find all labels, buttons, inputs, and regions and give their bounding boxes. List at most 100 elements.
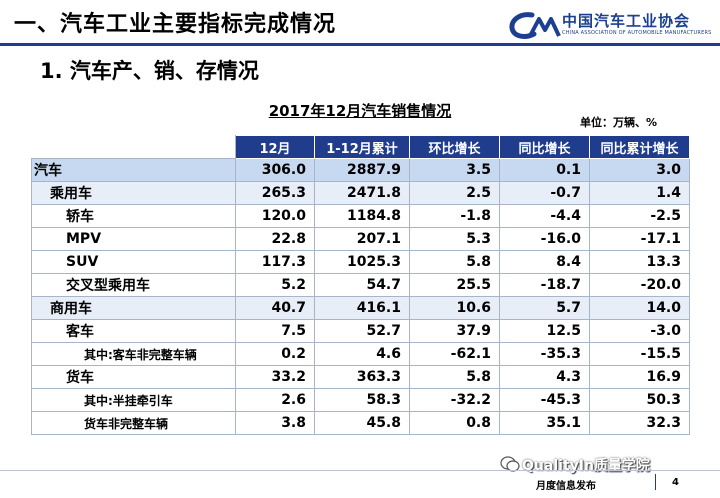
page-title: 一、汽车工业主要指标完成情况 — [14, 12, 337, 37]
logo-name: 中国汽车工业协会 — [562, 12, 691, 30]
column-header-yoy-cumulative-growth: 同比累计增长 — [589, 135, 690, 159]
logo-subtitle: CHINA ASSOCIATION OF AUTOMOBILE MANUFACT… — [562, 30, 712, 36]
row-label: 其中:半挂牵引车 — [31, 388, 236, 412]
section-title: 1. 汽车产、销、存情况 — [40, 59, 259, 83]
cell-yoy-growth: 0.1 — [499, 158, 590, 182]
cell-month: 2.6 — [235, 388, 315, 412]
cell-month: 22.8 — [235, 227, 315, 251]
cell-yoy-growth: -35.3 — [499, 342, 590, 366]
cell-yoy-cumulative-growth: 13.3 — [589, 250, 690, 274]
table-row: 货车非完整车辆 3.8 45.8 0.8 35.1 32.3 — [31, 411, 690, 435]
row-label: SUV — [31, 250, 236, 274]
cell-month: 306.0 — [235, 158, 315, 182]
cell-cumulative: 2887.9 — [314, 158, 410, 182]
table-row: 货车 33.2 363.3 5.8 4.3 16.9 — [31, 365, 690, 389]
row-label: 交叉型乘用车 — [31, 273, 236, 297]
table-row: 客车 7.5 52.7 37.9 12.5 -3.0 — [31, 319, 690, 343]
cell-yoy-cumulative-growth: 14.0 — [589, 296, 690, 320]
cell-month: 265.3 — [235, 181, 315, 205]
row-label: 汽车 — [31, 158, 236, 182]
table-row: 商用车 40.7 416.1 10.6 5.7 14.0 — [31, 296, 690, 320]
cell-mom-growth: 25.5 — [409, 273, 500, 297]
cell-cumulative: 54.7 — [314, 273, 410, 297]
footer-label: 月度信息发布 — [536, 481, 596, 492]
cell-yoy-cumulative-growth: 50.3 — [589, 388, 690, 412]
page-number: 4 — [672, 477, 679, 488]
cell-yoy-cumulative-growth: -3.0 — [589, 319, 690, 343]
cell-mom-growth: 5.3 — [409, 227, 500, 251]
wechat-icon — [500, 456, 520, 472]
cell-yoy-growth: 8.4 — [499, 250, 590, 274]
cell-cumulative: 1025.3 — [314, 250, 410, 274]
table-title: 2017年12月汽车销售情况 — [268, 102, 452, 120]
cell-mom-growth: 37.9 — [409, 319, 500, 343]
cell-yoy-growth: 4.3 — [499, 365, 590, 389]
row-label: 轿车 — [31, 204, 236, 228]
cell-month: 33.2 — [235, 365, 315, 389]
table-row: 其中:半挂牵引车 2.6 58.3 -32.2 -45.3 50.3 — [31, 388, 690, 412]
caam-logo-mark-icon — [509, 12, 561, 39]
cell-cumulative: 1184.8 — [314, 204, 410, 228]
cell-yoy-cumulative-growth: -20.0 — [589, 273, 690, 297]
cell-cumulative: 207.1 — [314, 227, 410, 251]
table-row: 乘用车 265.3 2471.8 2.5 -0.7 1.4 — [31, 181, 690, 205]
header-corner-cell — [31, 135, 236, 159]
cell-yoy-growth: -16.0 — [499, 227, 590, 251]
cell-month: 40.7 — [235, 296, 315, 320]
cell-month: 120.0 — [235, 204, 315, 228]
cell-mom-growth: 3.5 — [409, 158, 500, 182]
row-label: 其中:客车非完整车辆 — [31, 342, 236, 366]
row-label: 客车 — [31, 319, 236, 343]
cell-mom-growth: 10.6 — [409, 296, 500, 320]
unit-note: 单位：万辆、% — [580, 116, 658, 129]
table-row: 交叉型乘用车 5.2 54.7 25.5 -18.7 -20.0 — [31, 273, 690, 297]
cell-yoy-growth: -45.3 — [499, 388, 590, 412]
cell-yoy-cumulative-growth: 3.0 — [589, 158, 690, 182]
table-row: 其中:客车非完整车辆 0.2 4.6 -62.1 -35.3 -15.5 — [31, 342, 690, 366]
cell-month: 7.5 — [235, 319, 315, 343]
cell-mom-growth: 0.8 — [409, 411, 500, 435]
column-header-mom-growth: 环比增长 — [409, 135, 500, 159]
cell-mom-growth: -1.8 — [409, 204, 500, 228]
cell-yoy-growth: -18.7 — [499, 273, 590, 297]
cell-mom-growth: 2.5 — [409, 181, 500, 205]
header-divider — [0, 43, 720, 46]
cell-cumulative: 363.3 — [314, 365, 410, 389]
watermark: QualityIn质量学院 — [522, 458, 650, 474]
cell-yoy-cumulative-growth: -17.1 — [589, 227, 690, 251]
cell-yoy-growth: 35.1 — [499, 411, 590, 435]
row-label: 乘用车 — [31, 181, 236, 205]
table-row: MPV 22.8 207.1 5.3 -16.0 -17.1 — [31, 227, 690, 251]
cell-mom-growth: 5.8 — [409, 365, 500, 389]
cell-cumulative: 2471.8 — [314, 181, 410, 205]
cell-yoy-growth: -4.4 — [499, 204, 590, 228]
table-row: SUV 117.3 1025.3 5.8 8.4 13.3 — [31, 250, 690, 274]
table-row: 汽车 306.0 2887.9 3.5 0.1 3.0 — [31, 158, 690, 182]
caam-logo: 中国汽车工业协会 CHINA ASSOCIATION OF AUTOMOBILE… — [508, 8, 714, 42]
slide-header: 一、汽车工业主要指标完成情况 中国汽车工业协会 CHINA ASSOCIATIO… — [0, 0, 720, 46]
cell-cumulative: 4.6 — [314, 342, 410, 366]
cell-yoy-growth: 12.5 — [499, 319, 590, 343]
sales-table: 12月 1-12月累计 环比增长 同比增长 同比累计增长 汽车 306.0 2887… — [31, 135, 690, 435]
row-label: 货车非完整车辆 — [31, 411, 236, 435]
cell-cumulative: 52.7 — [314, 319, 410, 343]
cell-yoy-cumulative-growth: -15.5 — [589, 342, 690, 366]
cell-mom-growth: -32.2 — [409, 388, 500, 412]
table-header-row: 12月 1-12月累计 环比增长 同比增长 同比累计增长 — [31, 135, 690, 159]
cell-cumulative: 416.1 — [314, 296, 410, 320]
cell-mom-growth: -62.1 — [409, 342, 500, 366]
cell-cumulative: 58.3 — [314, 388, 410, 412]
cell-month: 0.2 — [235, 342, 315, 366]
column-header-yoy-growth: 同比增长 — [499, 135, 590, 159]
row-label: 商用车 — [31, 296, 236, 320]
column-header-month: 12月 — [235, 135, 315, 159]
cell-yoy-growth: -0.7 — [499, 181, 590, 205]
cell-yoy-cumulative-growth: -2.5 — [589, 204, 690, 228]
footer-divider — [0, 470, 720, 471]
column-header-cumulative: 1-12月累计 — [314, 135, 410, 159]
cell-yoy-cumulative-growth: 32.3 — [589, 411, 690, 435]
cell-month: 3.8 — [235, 411, 315, 435]
footer-separator — [655, 474, 656, 490]
cell-cumulative: 45.8 — [314, 411, 410, 435]
cell-yoy-growth: 5.7 — [499, 296, 590, 320]
